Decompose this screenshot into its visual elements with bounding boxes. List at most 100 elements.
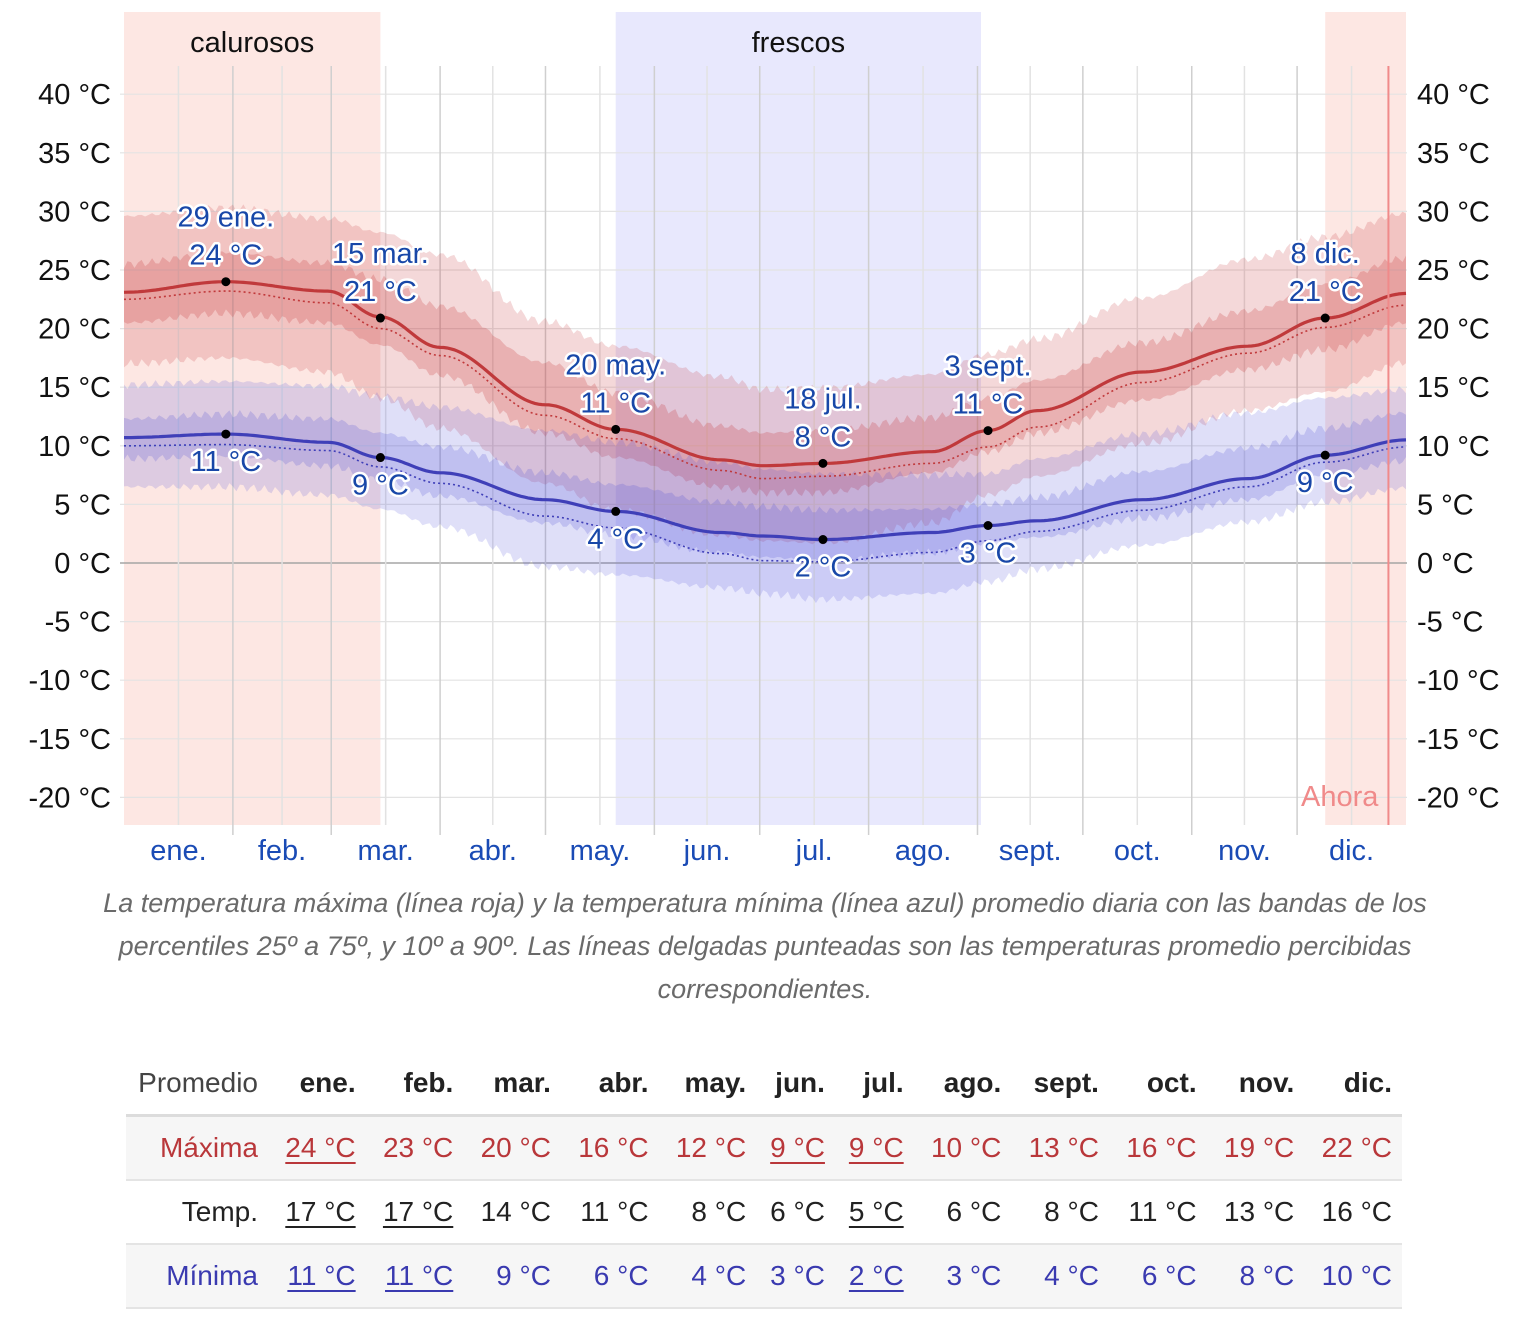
y-tick-label-right: 30 °C (1417, 196, 1490, 228)
table-cell: 24 °C (268, 1116, 366, 1181)
table-month-header: jun. (775, 1067, 825, 1098)
y-tick-label-left: 0 °C (54, 548, 111, 580)
table-cell: 9 °C (835, 1116, 914, 1181)
cell-value: 22 °C (1321, 1132, 1392, 1163)
cell-value: 8 °C (1239, 1260, 1295, 1291)
x-month-label: jun. (683, 835, 731, 867)
cell-value: 17 °C (285, 1196, 356, 1227)
season-label: calurosos (190, 27, 314, 59)
annotation-dot (221, 429, 231, 439)
table-cell: 8 °C (1207, 1244, 1305, 1308)
annotation-dot (983, 520, 993, 530)
cell-value: 6 °C (1141, 1260, 1197, 1291)
table-month-header: may. (684, 1067, 747, 1098)
annotation-date: 8 dic. (1291, 238, 1360, 270)
annotation-value: 3 °C (960, 537, 1017, 569)
cell-value: 17 °C (382, 1196, 454, 1227)
cell-value: 10 °C (930, 1132, 1002, 1163)
table-cell: 6 °C (561, 1244, 659, 1308)
cell-value: 20 °C (480, 1132, 551, 1163)
y-tick-label-right: 25 °C (1417, 255, 1490, 287)
table-cell: 4 °C (1011, 1244, 1109, 1308)
y-tick-label-left: -10 °C (28, 665, 111, 697)
annotation-dot (221, 277, 231, 287)
annotation-dot (375, 453, 385, 463)
table-month-header: sept. (1033, 1067, 1099, 1098)
monthly-average-table: Promedio ene. feb. mar. abr. may. jun. jul. ago… (126, 1052, 1402, 1309)
season-label: frescos (752, 27, 845, 59)
y-tick-label-right: -10 °C (1417, 665, 1500, 697)
cell-value: 16 °C (578, 1132, 649, 1163)
y-tick-label-right: -15 °C (1417, 724, 1500, 756)
annotation-value: 9 °C (1297, 467, 1354, 499)
table-cell: 23 °C (366, 1116, 464, 1181)
band-25-75 (124, 251, 1406, 497)
annotation-value: 11 °C (580, 387, 651, 419)
y-tick-label-left: 25 °C (38, 255, 111, 287)
table-cell: 19 °C (1207, 1116, 1305, 1181)
cell-value: 14 °C (480, 1196, 551, 1227)
cell-value: 6 °C (770, 1196, 825, 1227)
cell-value: 16 °C (1126, 1132, 1197, 1163)
table-cell: 16 °C (1304, 1180, 1402, 1244)
table-cell: 10 °C (1304, 1244, 1402, 1308)
table-cell: 20 °C (463, 1116, 561, 1181)
x-month-label: jul. (795, 835, 833, 867)
table-cell: 3 °C (756, 1244, 835, 1308)
table-cell: 3 °C (914, 1244, 1012, 1308)
table-cell: 9 °C (756, 1116, 835, 1181)
table-cell: 11 °C (561, 1180, 659, 1244)
cell-value: 8 °C (1044, 1196, 1099, 1227)
x-month-label: dic. (1329, 835, 1374, 867)
cell-value: 2 °C (848, 1260, 904, 1291)
row-label: Temp. (181, 1196, 258, 1227)
cell-value: 11 °C (287, 1260, 356, 1291)
chart-caption: La temperatura máxima (línea roja) y la … (103, 888, 1427, 1004)
cell-value: 13 °C (1028, 1132, 1099, 1163)
annotation-value: 21 °C (344, 276, 417, 308)
x-month-label: oct. (1114, 835, 1161, 867)
y-tick-label-left: -20 °C (28, 782, 111, 814)
y-tick-label-left: 10 °C (38, 431, 111, 463)
band-10-90 (124, 204, 1406, 545)
row-label: Mínima (166, 1260, 258, 1291)
table-cell: 11 °C (366, 1244, 464, 1308)
table-cell: 6 °C (756, 1180, 835, 1244)
annotation-value: 9 °C (352, 470, 409, 502)
cell-value: 9 °C (770, 1132, 825, 1163)
annotation-value: 8 °C (795, 421, 852, 453)
season-band (615, 12, 982, 825)
cell-value: 3 °C (770, 1260, 825, 1291)
table-cell: 13 °C (1011, 1116, 1109, 1181)
y-tick-label-right: 35 °C (1417, 138, 1490, 170)
y-tick-label-right: -5 °C (1417, 607, 1483, 639)
table-month-header: mar. (493, 1067, 551, 1098)
cell-value: 3 °C (946, 1260, 1002, 1291)
cell-value: 11 °C (385, 1260, 454, 1291)
x-month-label: nov. (1218, 835, 1271, 867)
cell-value: 10 °C (1321, 1260, 1392, 1291)
annotation-dot (1320, 450, 1330, 460)
annotation-date: 18 jul. (784, 383, 861, 415)
table-cell: 6 °C (914, 1180, 1012, 1244)
y-tick-label-left: -5 °C (45, 607, 111, 639)
table-month-header: dic. (1343, 1067, 1392, 1098)
table-cell: 14 °C (463, 1180, 561, 1244)
y-tick-label-right: 20 °C (1417, 314, 1490, 346)
table-cell: 22 °C (1304, 1116, 1402, 1181)
table-cell: 12 °C (659, 1116, 757, 1181)
season-band (124, 12, 381, 825)
table-cell: 9 °C (463, 1244, 561, 1308)
table-cell: 13 °C (1207, 1180, 1305, 1244)
table-month-header: jul. (863, 1067, 904, 1098)
table-row: Máxima 24 °C 23 °C 20 °C 16 °C 12 °C 9 °C 9 °C 1… (126, 1115, 1402, 1181)
y-tick-label-right: 15 °C (1417, 372, 1490, 404)
y-tick-label-left: 15 °C (38, 372, 111, 404)
cell-value: 24 °C (285, 1132, 356, 1163)
annotation-date: 15 mar. (332, 238, 429, 270)
x-month-label: sept. (999, 835, 1062, 867)
x-month-label: may. (570, 835, 631, 867)
table-cell: 5 °C (835, 1180, 914, 1244)
x-month-label: feb. (258, 835, 306, 867)
y-tick-label-left: -15 °C (28, 724, 111, 756)
